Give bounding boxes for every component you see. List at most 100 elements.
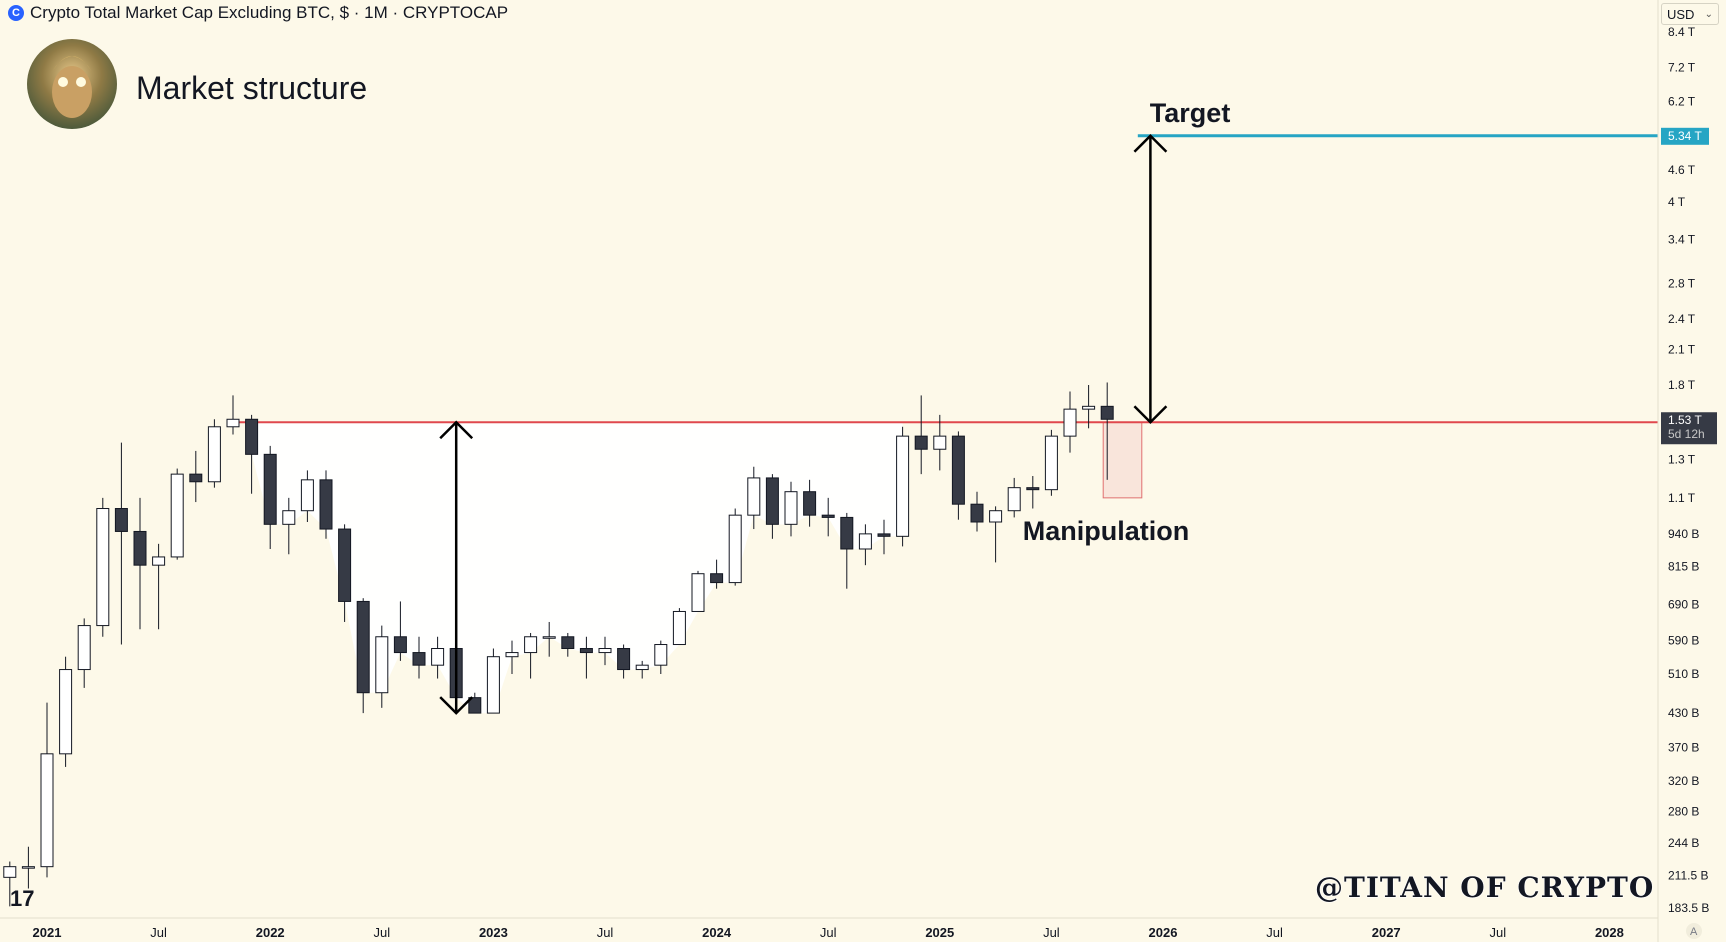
candle-body [207, 426, 221, 483]
candle-body [672, 610, 686, 646]
candle-body [524, 636, 538, 654]
candle-body [635, 664, 649, 671]
candle [40, 702, 54, 878]
candle-body [245, 418, 259, 455]
x-tick-label: Jul [597, 925, 614, 940]
y-tick-label: 370 B [1668, 741, 1699, 755]
candle [431, 636, 445, 679]
target-price-value: 5.34 T [1668, 129, 1702, 143]
y-tick-label: 940 B [1668, 527, 1699, 541]
candle [319, 470, 333, 539]
target-arrow [1133, 134, 1168, 425]
candle [710, 559, 724, 589]
candle [970, 491, 984, 532]
y-tick-label: 1.8 T [1668, 378, 1696, 392]
candle-body [840, 516, 854, 550]
candle [933, 414, 947, 471]
candle [96, 497, 110, 637]
candle-body [486, 656, 500, 714]
candle [728, 508, 742, 586]
candle [951, 431, 965, 520]
x-tick-label: 2027 [1372, 925, 1401, 940]
auto-scale-button[interactable] [1686, 923, 1702, 939]
candle-body [728, 514, 742, 584]
x-tick-label: 2023 [479, 925, 508, 940]
candle [821, 497, 835, 537]
y-tick-label: 244 B [1668, 836, 1699, 850]
y-tick-label: 183.5 B [1668, 901, 1709, 915]
candle [803, 479, 817, 527]
candle-body [189, 473, 203, 483]
candle-body [152, 556, 166, 566]
y-tick-label: 690 B [1668, 598, 1699, 612]
candle-body [114, 508, 128, 532]
candle-body [896, 435, 910, 537]
countdown-value: 5d 12h [1668, 427, 1705, 441]
current-price-value: 1.53 T [1668, 413, 1702, 427]
target-label: Target [1150, 98, 1231, 128]
y-tick-label: 8.4 T [1668, 25, 1696, 39]
candle [486, 648, 500, 714]
x-tick-label: 2022 [256, 925, 285, 940]
candle-body [579, 648, 593, 654]
candle-body [3, 866, 17, 878]
candle-body [989, 510, 1003, 523]
candle-body [282, 510, 296, 525]
candle-body [970, 503, 984, 523]
candle [170, 468, 184, 560]
y-tick-label: 4 T [1668, 195, 1686, 209]
candle [784, 481, 798, 537]
candle-body [375, 636, 389, 694]
candle [207, 419, 221, 488]
y-tick-label: 590 B [1668, 634, 1699, 648]
currency-select[interactable]: USD ⌄ [1661, 3, 1719, 25]
candle [3, 861, 17, 907]
avatar [27, 39, 117, 129]
candle [989, 506, 1003, 563]
candle [896, 426, 910, 547]
candle [282, 497, 296, 555]
candle-body [300, 479, 314, 512]
range-arrow [439, 420, 474, 715]
candle [468, 692, 482, 714]
y-tick-label: 7.2 T [1668, 60, 1696, 74]
candle-body [710, 573, 724, 584]
candle [524, 632, 538, 679]
candle [840, 512, 854, 589]
chart-header: C Crypto Total Market Cap Excluding BTC,… [8, 3, 508, 23]
candle-body [933, 435, 947, 450]
currency-label: USD [1667, 7, 1695, 22]
y-tick-label: 2.4 T [1668, 312, 1696, 326]
candle-body [951, 435, 965, 505]
candle-body [21, 866, 35, 869]
candle-body [338, 528, 352, 602]
candle-body [561, 636, 575, 650]
x-tick-label: 2021 [33, 925, 62, 940]
candle [412, 636, 426, 679]
candle-body [914, 435, 928, 450]
candle-body [40, 753, 54, 868]
y-tick-label: 1.1 T [1668, 491, 1696, 505]
candle-body [393, 636, 407, 654]
candle-body [542, 636, 556, 639]
cryptocap-logo-icon: C [8, 5, 24, 21]
candle [152, 543, 166, 630]
candle [654, 640, 668, 674]
candle-body [356, 600, 370, 694]
candle [133, 497, 147, 630]
y-tick-label: 4.6 T [1668, 163, 1696, 177]
y-tick-label: 320 B [1668, 774, 1699, 788]
candle [765, 474, 779, 539]
candle-body [877, 533, 891, 537]
candle [672, 608, 686, 646]
y-tick-label: 430 B [1668, 706, 1699, 720]
y-tick-label: 280 B [1668, 804, 1699, 818]
candle-body [1082, 405, 1096, 410]
watermark: @TITAN OF CRYPTO [1315, 871, 1654, 904]
candle [1044, 429, 1058, 496]
y-tick-label: 6.2 T [1668, 95, 1696, 109]
arrow-head-down [439, 696, 474, 715]
candle [914, 395, 928, 475]
chevron-down-icon: ⌄ [1704, 9, 1713, 20]
